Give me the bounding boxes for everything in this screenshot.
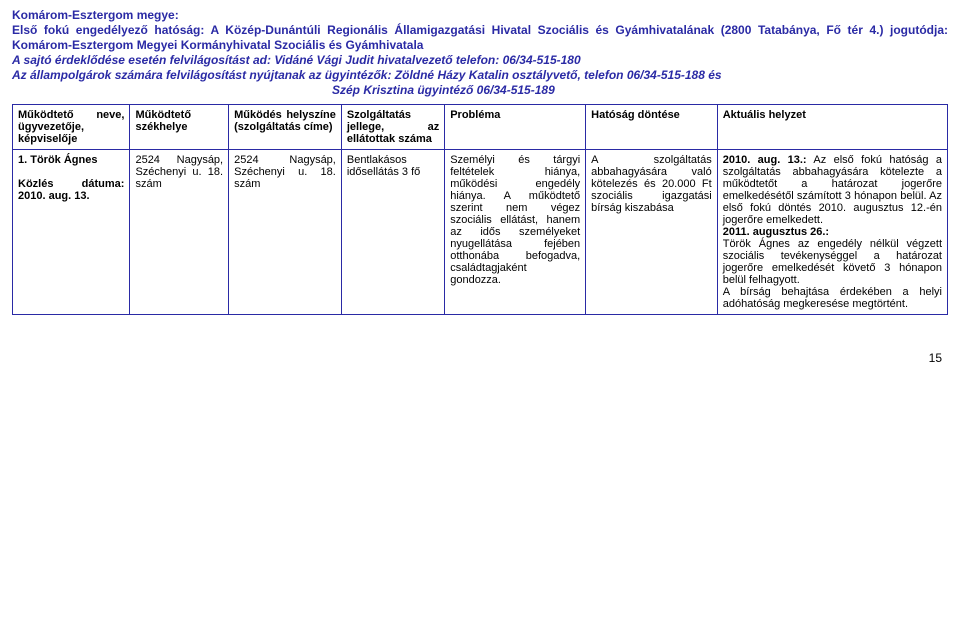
page-container: Komárom-Esztergom megye: Első fokú enged… — [0, 0, 960, 371]
header-line-3: A sajtó érdeklődése esetén felvilágosítá… — [12, 53, 948, 68]
cell-service: Bentlakásos idősellátás 3 fő — [341, 150, 444, 315]
cell-operator: 1. Török Ágnes Közlés dátuma: 2010. aug.… — [13, 150, 130, 315]
status-date-2: 2011. augusztus 26.: — [723, 226, 829, 238]
publish-date: Közlés dátuma: 2010. aug. 13. — [18, 178, 124, 202]
header-line-5: Szép Krisztina ügyintéző 06/34-515-189 — [12, 83, 948, 98]
col-header-5: Probléma — [445, 105, 586, 150]
cell-decision: A szolgáltatás abbahagyására való kötele… — [586, 150, 718, 315]
col-header-7: Aktuális helyzet — [717, 105, 947, 150]
table-header-row: Működtető neve, ügyvezetője, képviselője… — [13, 105, 948, 150]
header-line-2: Első fokú engedélyező hatóság: A Közép-D… — [12, 23, 948, 53]
col-header-4: Szolgáltatás jellege, az ellátottak szám… — [341, 105, 444, 150]
table-row: 1. Török Ágnes Közlés dátuma: 2010. aug.… — [13, 150, 948, 315]
col-header-3: Működés helyszíne (szolgáltatás címe) — [229, 105, 342, 150]
status-p2: Török Ágnes az engedély nélkül végzett s… — [723, 238, 942, 286]
cell-problem: Személyi és tárgyi feltételek hiánya, mű… — [445, 150, 586, 315]
operator-name: 1. Török Ágnes — [18, 154, 124, 166]
cell-status: 2010. aug. 13.: Az első fokú hatóság a s… — [717, 150, 947, 315]
col-header-6: Hatóság döntése — [586, 105, 718, 150]
main-table: Működtető neve, ügyvezetője, képviselője… — [12, 104, 948, 315]
cell-seat: 2524 Nagysáp, Széchenyi u. 18. szám — [130, 150, 229, 315]
page-number: 15 — [12, 315, 948, 365]
col-header-2: Működtető székhelye — [130, 105, 229, 150]
header-line-1: Komárom-Esztergom megye: — [12, 8, 948, 23]
cell-location: 2524 Nagysáp, Széchenyi u. 18. szám — [229, 150, 342, 315]
col-header-1: Működtető neve, ügyvezetője, képviselője — [13, 105, 130, 150]
status-date-1: 2010. aug. 13.: — [723, 154, 807, 166]
header-line-4: Az állampolgárok számára felvilágosítást… — [12, 68, 948, 83]
status-p3: A bírság behajtása érdekében a helyi adó… — [723, 286, 942, 310]
